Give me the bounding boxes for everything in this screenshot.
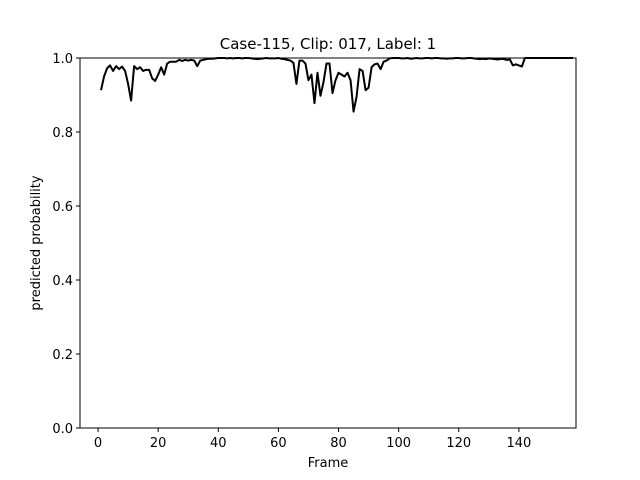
probability-line [100,57,573,113]
x-tick-label: 40 [210,436,227,451]
x-tick-label: 80 [330,436,347,451]
x-tick-label: 140 [506,436,531,451]
y-tick-label: 0.2 [52,348,73,363]
y-tick-label: 0.4 [52,274,73,289]
y-axis-ticks: 0.0 0.2 0.4 0.6 0.8 1.0 [52,52,80,437]
x-axis-label: Frame [308,456,349,471]
y-tick-label: 0.6 [52,200,73,215]
y-tick-label: 1.0 [52,52,73,67]
x-axis-ticks: 0 20 40 60 80 100 120 140 [94,428,531,451]
x-tick-label: 0 [94,436,102,451]
x-tick-label: 60 [270,436,287,451]
x-tick-label: 20 [150,436,167,451]
plot-area-frame [79,57,577,429]
y-tick-label: 0.0 [52,422,73,437]
y-tick-label: 0.8 [52,126,73,141]
chart-title: Case-115, Clip: 017, Label: 1 [220,35,436,53]
x-tick-label: 100 [386,436,411,451]
x-tick-label: 120 [446,436,471,451]
y-axis-label: predicted probability [29,175,44,310]
